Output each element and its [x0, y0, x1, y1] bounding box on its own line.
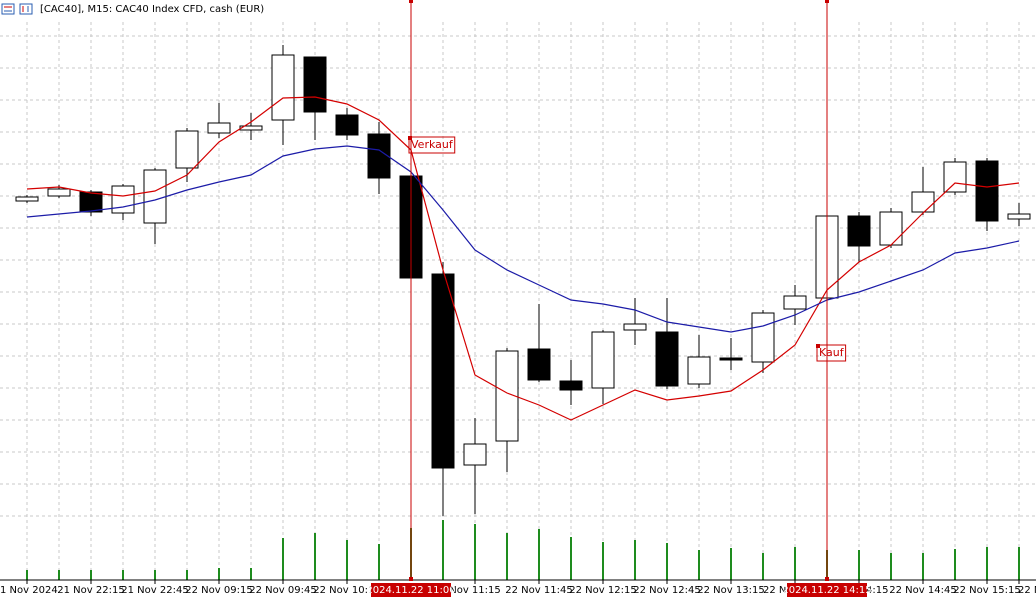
line-handle [816, 344, 820, 348]
x-tick-label: 22 Nov 09:45 [249, 585, 316, 596]
candle-body [655, 331, 679, 387]
candle-body [335, 114, 359, 136]
candle-body [47, 188, 71, 197]
arrow-label: Kauf [819, 346, 845, 359]
x-tick-label: 22 N [1018, 585, 1036, 596]
candle-body [591, 331, 615, 389]
candle-body [911, 191, 935, 213]
candle-body [111, 185, 135, 214]
x-tick-label: 22 Nov 10:15 [313, 585, 380, 596]
x-tick-label: Nov 11:15 [449, 585, 501, 596]
x-tick-label: 22 Nov 13:15 [697, 585, 764, 596]
candle-body [239, 125, 263, 131]
candle-body [175, 130, 199, 169]
x-tick-label: 22 Nov 14:45 [889, 585, 956, 596]
candle-body [783, 295, 807, 310]
candle-body [79, 191, 103, 213]
candle-body [367, 133, 391, 179]
moving-average [26, 96, 1020, 421]
candle-body [751, 312, 775, 363]
candle-body [879, 211, 903, 246]
candle-body [1007, 213, 1031, 220]
candle-body [975, 160, 999, 222]
line-handle [825, 577, 829, 581]
candle-body [623, 323, 647, 331]
x-tick-label: 4:15 [866, 585, 888, 596]
candle-body [847, 215, 871, 247]
candle-body [431, 273, 455, 469]
time-label-box [787, 583, 867, 597]
candle-body [271, 54, 295, 121]
window-icons [1, 3, 33, 15]
candle-body [207, 122, 231, 134]
time-label: 2024.11.22 11:00 [366, 585, 455, 596]
candle-body [687, 356, 711, 385]
chart-title: [CAC40], M15: CAC40 Index CFD, cash (EUR… [40, 4, 264, 15]
time-label: 2024.11.22 14:15 [782, 585, 871, 596]
x-tick-label: 22 Nov 12:45 [633, 585, 700, 596]
candle-body [143, 169, 167, 224]
candle-body [559, 380, 583, 391]
line-handle [825, 0, 829, 3]
candle-body [719, 357, 743, 361]
x-tick-label: 1 Nov 2024 [0, 585, 58, 596]
x-tick-label: 22 Nov 09:15 [185, 585, 252, 596]
candle-body [527, 348, 551, 381]
candle-body [463, 443, 487, 466]
icon [1, 3, 15, 15]
line-handle [409, 577, 413, 581]
arrow-label: Verkauf [411, 138, 454, 151]
arrow-label-box [816, 344, 847, 362]
candle-body [943, 161, 967, 193]
candle-body [495, 350, 519, 442]
x-tick-label: 22 No [763, 585, 793, 596]
x-tick-label: 21 Nov 22:45 [121, 585, 188, 596]
time-label-box [371, 583, 451, 597]
arrow-label-box [408, 136, 456, 154]
x-tick-label: 22 Nov 15:15 [953, 585, 1020, 596]
moving-average [26, 145, 1020, 333]
candle-body [15, 196, 39, 202]
line-handle [409, 0, 413, 3]
line-handle [408, 136, 412, 140]
x-tick-label: 22 Nov 12:15 [569, 585, 636, 596]
candle-body [303, 56, 327, 113]
x-tick-label: 22 Nov 11:45 [505, 585, 572, 596]
x-tick-label: 21 Nov 22:15 [57, 585, 124, 596]
icon [19, 3, 33, 15]
